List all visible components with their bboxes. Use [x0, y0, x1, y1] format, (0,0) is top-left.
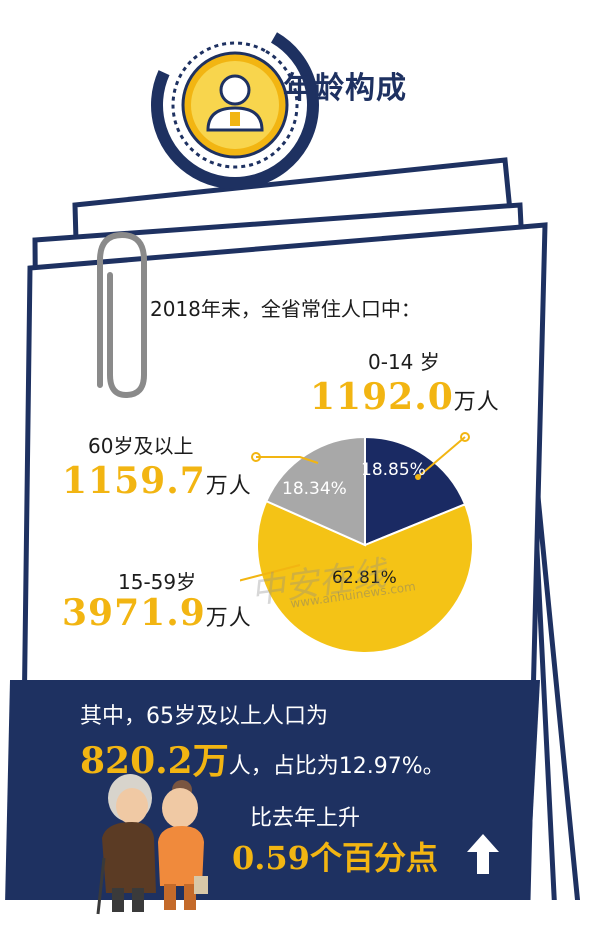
label-mid: 15-59岁 — [118, 570, 197, 594]
paperclip-icon — [97, 231, 147, 399]
bottom-line2: 820.2万人，占比为12.97%。 — [80, 732, 445, 784]
elderly-couple-icon — [96, 774, 208, 915]
value-old: 1159.7万人 — [62, 460, 252, 502]
intro-text: 2018年末，全省常住人口中： — [150, 297, 421, 321]
pie-chart: 18.85% 18.34% 62.81% — [240, 432, 474, 654]
pie-slice-old — [264, 435, 366, 547]
up-arrow-icon — [467, 834, 499, 874]
label-young: 0-14 岁 — [368, 350, 440, 374]
pct-old: 18.34% — [282, 479, 347, 499]
person-icon — [206, 74, 264, 132]
rise-value: 0.59个百分点 — [232, 839, 438, 877]
rise-label: 比去年上升 — [250, 806, 361, 831]
label-old: 60岁及以上 — [88, 434, 194, 458]
pie-slice-mid — [256, 499, 474, 654]
value-young: 1192.0万人 — [310, 376, 500, 418]
pct-mid: 62.81% — [332, 568, 397, 588]
bottom-line2-rest: 人，占比为12.97%。 — [228, 754, 445, 779]
value-mid: 3971.9万人 — [62, 592, 252, 634]
page-title: 年龄构成 — [283, 71, 407, 106]
bottom-value: 820.2万 — [80, 740, 229, 782]
footer-credit: @皋城资讯VS六安资讯 — [220, 916, 355, 931]
bottom-line1: 其中，65岁及以上人口为 — [80, 704, 328, 729]
pie-slice-young — [364, 435, 467, 547]
leader-lines — [240, 432, 470, 582]
pct-young: 18.85% — [361, 460, 426, 480]
title-badge — [151, 21, 319, 189]
